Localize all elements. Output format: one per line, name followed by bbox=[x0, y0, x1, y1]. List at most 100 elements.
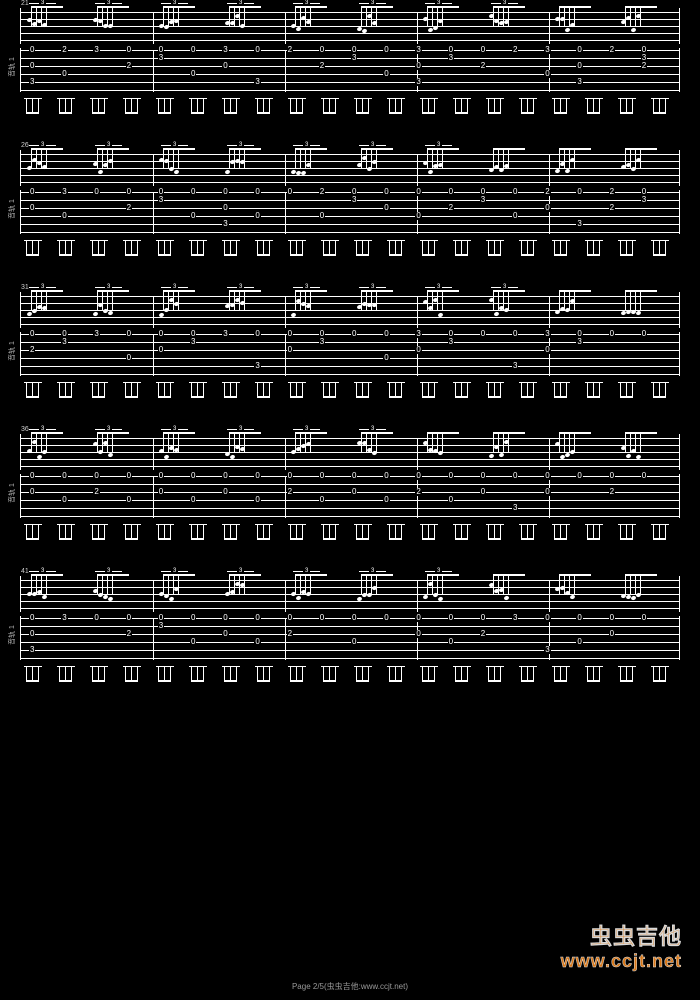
fret-number: 0 bbox=[222, 488, 228, 496]
track-label: 音轨 1 bbox=[7, 57, 17, 77]
fret-number: 0 bbox=[190, 472, 196, 480]
system: 音轨 1313333333302033000003303000300030030… bbox=[20, 292, 680, 410]
fret-number: 0 bbox=[544, 488, 550, 496]
rhythm-track bbox=[20, 382, 680, 410]
fret-number: 0 bbox=[254, 614, 260, 622]
fret-number: 0 bbox=[61, 472, 67, 480]
fret-number: 3 bbox=[254, 362, 260, 370]
track-label: 音轨 1 bbox=[7, 625, 17, 645]
fret-number: 3 bbox=[61, 614, 67, 622]
rhythm-track bbox=[20, 240, 680, 268]
fret-number: 0 bbox=[544, 472, 550, 480]
note-beam-group bbox=[559, 574, 575, 594]
note-beam-group bbox=[31, 432, 47, 452]
fret-number: 0 bbox=[190, 46, 196, 54]
standard-staff: 36333333 bbox=[20, 434, 680, 470]
fret-number: 0 bbox=[576, 638, 582, 646]
standard-staff: 263333333 bbox=[20, 150, 680, 186]
note-beam-group bbox=[163, 574, 179, 594]
fret-number: 0 bbox=[287, 472, 293, 480]
tab-staff: 00000200000000000200000002000003000020 bbox=[20, 474, 680, 518]
fret-number: 3 bbox=[576, 78, 582, 86]
fret-number: 3 bbox=[480, 196, 486, 204]
fret-number: 0 bbox=[415, 346, 421, 354]
note-beam-group bbox=[493, 148, 509, 168]
fret-number: 0 bbox=[383, 188, 389, 196]
fret-number: 0 bbox=[222, 614, 228, 622]
fret-number: 0 bbox=[254, 46, 260, 54]
fret-number: 0 bbox=[480, 614, 486, 622]
fret-number: 2 bbox=[319, 188, 325, 196]
note-beam-group bbox=[493, 432, 509, 452]
fret-number: 2 bbox=[609, 204, 615, 212]
measure-number: 31 bbox=[21, 284, 29, 291]
measure-number: 41 bbox=[21, 568, 29, 575]
fret-number: 0 bbox=[544, 204, 550, 212]
fret-number: 0 bbox=[158, 488, 164, 496]
note-beam-group bbox=[625, 574, 641, 594]
fret-number: 0 bbox=[190, 614, 196, 622]
fret-number: 0 bbox=[576, 188, 582, 196]
note-beam-group bbox=[427, 6, 443, 26]
fret-number: 0 bbox=[544, 614, 550, 622]
measure-number: 36 bbox=[21, 426, 29, 433]
fret-number: 0 bbox=[609, 472, 615, 480]
fret-number: 2 bbox=[512, 46, 518, 54]
fret-number: 0 bbox=[319, 496, 325, 504]
fret-number: 0 bbox=[126, 354, 132, 362]
fret-number: 0 bbox=[222, 62, 228, 70]
fret-number: 3 bbox=[222, 220, 228, 228]
fret-number: 0 bbox=[29, 630, 35, 638]
note-beam-group bbox=[295, 6, 311, 26]
rhythm-track bbox=[20, 666, 680, 694]
fret-number: 3 bbox=[576, 220, 582, 228]
note-beam-group bbox=[97, 290, 113, 310]
fret-number: 0 bbox=[448, 614, 454, 622]
standard-staff: 2133333333 bbox=[20, 8, 680, 44]
note-beam-group bbox=[559, 148, 575, 168]
fret-number: 2 bbox=[415, 488, 421, 496]
fret-number: 0 bbox=[287, 614, 293, 622]
note-beam-group bbox=[493, 6, 509, 26]
fret-number: 0 bbox=[448, 496, 454, 504]
note-beam-group bbox=[295, 290, 311, 310]
tab-staff: 0032030203003003202030030303022300032032 bbox=[20, 48, 680, 92]
fret-number: 3 bbox=[641, 196, 647, 204]
fret-number: 0 bbox=[576, 46, 582, 54]
fret-number: 3 bbox=[544, 646, 550, 654]
standard-staff: 413333333 bbox=[20, 576, 680, 612]
fret-number: 0 bbox=[222, 204, 228, 212]
fret-number: 3 bbox=[512, 504, 518, 512]
fret-number: 0 bbox=[415, 188, 421, 196]
fret-number: 2 bbox=[61, 46, 67, 54]
track-label: 音轨 1 bbox=[7, 341, 17, 361]
watermark-text-cn: 虫虫吉他 bbox=[561, 919, 682, 951]
fret-number: 0 bbox=[93, 614, 99, 622]
fret-number: 2 bbox=[641, 62, 647, 70]
fret-number: 3 bbox=[61, 188, 67, 196]
fret-number: 0 bbox=[222, 188, 228, 196]
fret-number: 0 bbox=[383, 330, 389, 338]
note-beam-group bbox=[361, 574, 377, 594]
fret-number: 0 bbox=[158, 346, 164, 354]
note-beam-group bbox=[229, 574, 245, 594]
fret-number: 0 bbox=[254, 330, 260, 338]
fret-number: 2 bbox=[480, 62, 486, 70]
fret-number: 0 bbox=[415, 630, 421, 638]
fret-number: 0 bbox=[190, 638, 196, 646]
fret-number: 3 bbox=[351, 54, 357, 62]
note-beam-group bbox=[229, 290, 245, 310]
fret-number: 0 bbox=[383, 496, 389, 504]
fret-number: 0 bbox=[383, 204, 389, 212]
fret-number: 0 bbox=[480, 488, 486, 496]
fret-number: 3 bbox=[512, 362, 518, 370]
fret-number: 3 bbox=[415, 330, 421, 338]
fret-number: 2 bbox=[126, 62, 132, 70]
fret-number: 0 bbox=[576, 614, 582, 622]
fret-number: 0 bbox=[383, 354, 389, 362]
fret-number: 2 bbox=[609, 188, 615, 196]
standard-staff: 3133333333 bbox=[20, 292, 680, 328]
tab-staff: 003000203000030002003000002030020032203 bbox=[20, 190, 680, 234]
measure-number: 26 bbox=[21, 142, 29, 149]
fret-number: 0 bbox=[383, 614, 389, 622]
